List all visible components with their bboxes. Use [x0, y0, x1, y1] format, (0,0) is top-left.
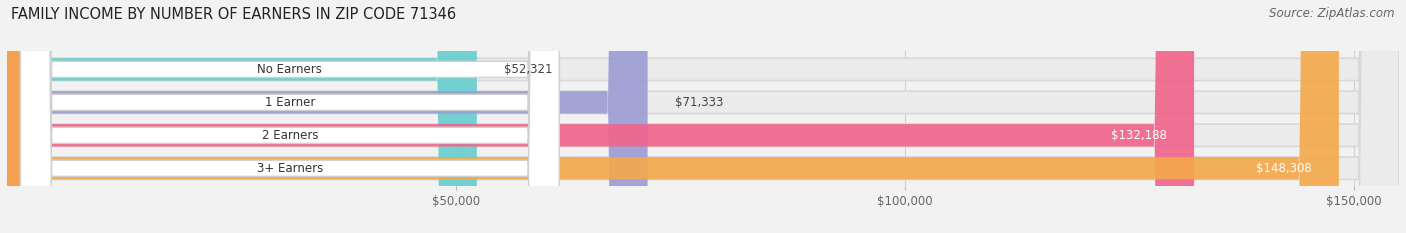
Text: $148,308: $148,308 — [1256, 162, 1312, 175]
Text: Source: ZipAtlas.com: Source: ZipAtlas.com — [1270, 7, 1395, 20]
Text: 3+ Earners: 3+ Earners — [257, 162, 323, 175]
Text: 1 Earner: 1 Earner — [264, 96, 315, 109]
FancyBboxPatch shape — [7, 0, 1399, 233]
Text: $132,188: $132,188 — [1111, 129, 1167, 142]
FancyBboxPatch shape — [7, 0, 477, 233]
Text: 2 Earners: 2 Earners — [262, 129, 318, 142]
FancyBboxPatch shape — [21, 0, 560, 233]
Text: $52,321: $52,321 — [503, 63, 553, 76]
FancyBboxPatch shape — [21, 0, 560, 233]
FancyBboxPatch shape — [7, 0, 1399, 233]
Text: No Earners: No Earners — [257, 63, 322, 76]
FancyBboxPatch shape — [7, 0, 648, 233]
FancyBboxPatch shape — [21, 0, 560, 233]
FancyBboxPatch shape — [21, 0, 560, 233]
FancyBboxPatch shape — [7, 0, 1339, 233]
Text: FAMILY INCOME BY NUMBER OF EARNERS IN ZIP CODE 71346: FAMILY INCOME BY NUMBER OF EARNERS IN ZI… — [11, 7, 457, 22]
Text: $71,333: $71,333 — [675, 96, 723, 109]
FancyBboxPatch shape — [7, 0, 1399, 233]
FancyBboxPatch shape — [7, 0, 1194, 233]
FancyBboxPatch shape — [7, 0, 1399, 233]
